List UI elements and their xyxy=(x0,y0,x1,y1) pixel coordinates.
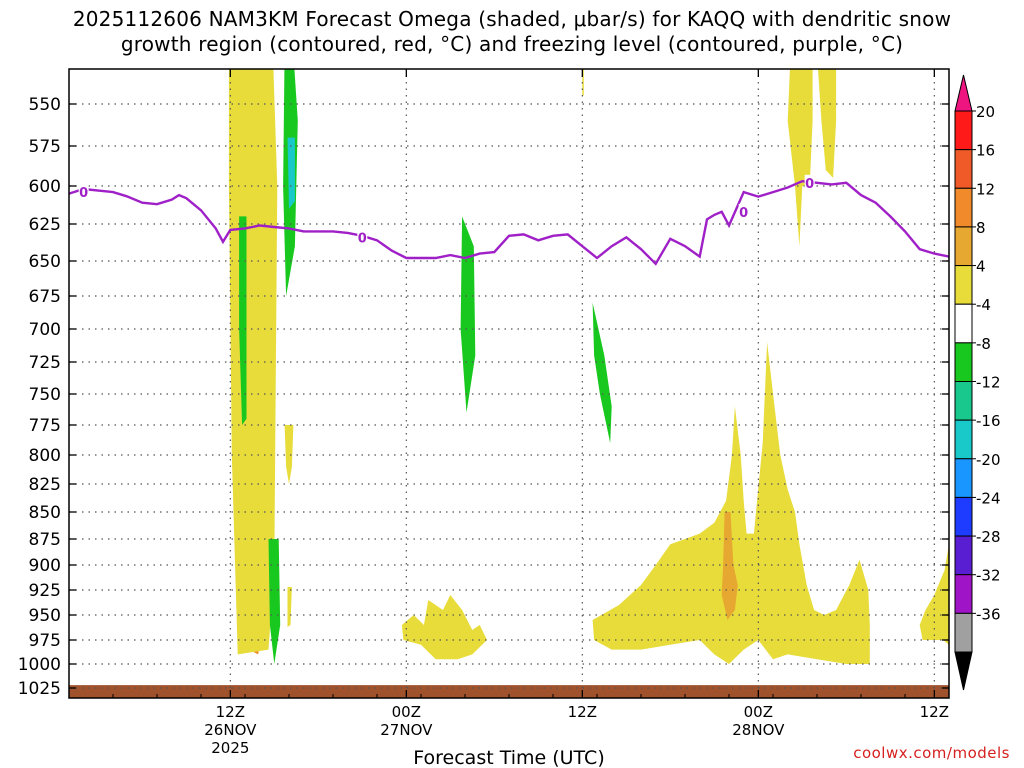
y-tick-label-725: 725 xyxy=(29,353,61,373)
colorbar-bottom-arrow xyxy=(954,651,973,691)
y-tick-label-1025: 1025 xyxy=(18,679,61,699)
colorbar-swatch-12 xyxy=(954,574,973,614)
omega-region-ascent-yellow-right xyxy=(919,544,949,645)
x-tick-date-18: 27NOV xyxy=(380,721,433,739)
colorbar-swatch-0 xyxy=(954,110,973,151)
y-tick-label-925: 925 xyxy=(29,581,61,601)
x-tick-time-18: 00Z xyxy=(392,703,421,721)
colorbar: 20 16 12 8 4 -4 -8 -12 -16 -20 -24 -28 -32 -36 xyxy=(954,74,1001,691)
grid-layer xyxy=(69,69,949,698)
colorbar-swatch-11 xyxy=(954,535,973,576)
omega-region-ascent-yellow-lowlevels-28nov xyxy=(592,342,870,664)
credit-text: coolwx.com/models xyxy=(853,744,1010,762)
omega-region-ascent-yellow-small xyxy=(284,425,294,484)
omega-region-ascent-yellow-small2 xyxy=(287,587,292,627)
chart-title-line1: 2025112606 NAM3KM Forecast Omega (shaded… xyxy=(72,7,952,31)
colorbar-swatch-2 xyxy=(954,187,973,228)
y-tick-label-850: 850 xyxy=(29,503,61,523)
y-tick-label-575: 575 xyxy=(29,137,61,157)
x-tick-time-54: 12Z xyxy=(920,703,949,721)
colorbar-swatch-9 xyxy=(954,458,973,498)
omega-region-descent-teal-upper xyxy=(287,137,295,209)
x-tick-time-42: 00Z xyxy=(744,703,773,721)
colorbar-swatch-7 xyxy=(954,381,973,421)
colorbar-label-12: -32 xyxy=(976,567,1001,585)
colorbar-label-9: -20 xyxy=(976,451,1001,469)
freezing-level-label-2: 0 xyxy=(739,206,748,221)
freezing-level-layer: 0 0 0 0 xyxy=(69,174,949,266)
colorbar-swatch-8 xyxy=(954,419,973,460)
omega-region-descent-green-col2 xyxy=(239,216,247,425)
omega-shading-layer xyxy=(69,69,949,698)
colorbar-label-3: 8 xyxy=(976,219,986,237)
y-tick-label-625: 625 xyxy=(29,215,61,235)
colorbar-label-11: -28 xyxy=(976,528,1001,546)
x-tick-year-6: 2025 xyxy=(211,739,249,757)
freezing-label-bg xyxy=(78,184,89,200)
colorbar-label-0: 20 xyxy=(976,103,995,121)
freezing-level-line xyxy=(69,179,949,266)
freezing-label-bg xyxy=(804,174,815,190)
omega-region-ascent-yellow-lowlevels-27nov xyxy=(401,595,487,660)
colorbar-label-13: -36 xyxy=(976,605,1001,623)
y-axis: 550 575 600 625 650 675 700 725 750 775 800 825 850 8… xyxy=(18,95,949,699)
colorbar-label-7: -12 xyxy=(976,374,1001,392)
x-axis-title: Forecast Time (UTC) xyxy=(413,747,604,768)
freezing-label-bg xyxy=(738,203,749,219)
colorbar-swatch-13 xyxy=(954,612,973,653)
y-tick-label-550: 550 xyxy=(29,95,61,115)
omega-region-ascent-yellow-main xyxy=(228,69,278,655)
y-tick-label-825: 825 xyxy=(29,475,61,495)
omega-region-descent-green-27nov-12z xyxy=(592,302,612,443)
colorbar-label-8: -16 xyxy=(976,412,1001,430)
x-tick-date-42: 28NOV xyxy=(732,721,785,739)
omega-region-descent-green-lower xyxy=(268,539,281,664)
y-tick-label-675: 675 xyxy=(29,287,61,307)
colorbar-swatch-4 xyxy=(954,265,973,305)
plot-frame xyxy=(68,68,950,699)
freezing-level-label-3: 0 xyxy=(805,177,814,192)
y-tick-label-750: 750 xyxy=(29,385,61,405)
y-tick-label-650: 650 xyxy=(29,252,61,272)
omega-region-descent-green-27nov xyxy=(460,216,476,413)
freezing-label-bg xyxy=(357,229,368,245)
y-tick-label-775: 775 xyxy=(29,416,61,436)
colorbar-swatch-10 xyxy=(954,496,973,537)
x-tick-date-6: 26NOV xyxy=(204,721,257,739)
colorbar-label-1: 16 xyxy=(976,142,995,160)
x-tick-time-30: 12Z xyxy=(568,703,597,721)
x-tick-time-6: 12Z xyxy=(216,703,245,721)
chart-title-line2: growth region (contoured, red, °C) and f… xyxy=(120,32,904,56)
colorbar-label-2: 12 xyxy=(976,180,995,198)
y-tick-label-875: 875 xyxy=(29,530,61,550)
colorbar-swatch-5 xyxy=(954,303,973,344)
y-tick-label-950: 950 xyxy=(29,606,61,626)
colorbar-swatch-3 xyxy=(954,226,973,267)
y-tick-label-600: 600 xyxy=(29,177,61,197)
colorbar-label-10: -24 xyxy=(976,489,1001,507)
freezing-level-label-1: 0 xyxy=(358,231,367,246)
colorbar-swatch-1 xyxy=(954,149,973,189)
omega-region-ascent-yellow-upper2-28nov xyxy=(818,69,837,178)
y-tick-label-975: 975 xyxy=(29,631,61,651)
y-tick-label-800: 800 xyxy=(29,446,61,466)
y-tick-label-700: 700 xyxy=(29,320,61,340)
colorbar-label-6: -8 xyxy=(976,335,991,353)
omega-region-ascent-yellow-upper-28nov xyxy=(787,69,813,247)
colorbar-top-arrow xyxy=(954,74,973,112)
y-tick-label-1000: 1000 xyxy=(18,655,61,675)
colorbar-label-4: 4 xyxy=(976,258,986,276)
freezing-level-label-0: 0 xyxy=(79,186,88,201)
y-tick-label-900: 900 xyxy=(29,556,61,576)
colorbar-label-5: -4 xyxy=(976,296,991,314)
colorbar-swatch-6 xyxy=(954,342,973,383)
